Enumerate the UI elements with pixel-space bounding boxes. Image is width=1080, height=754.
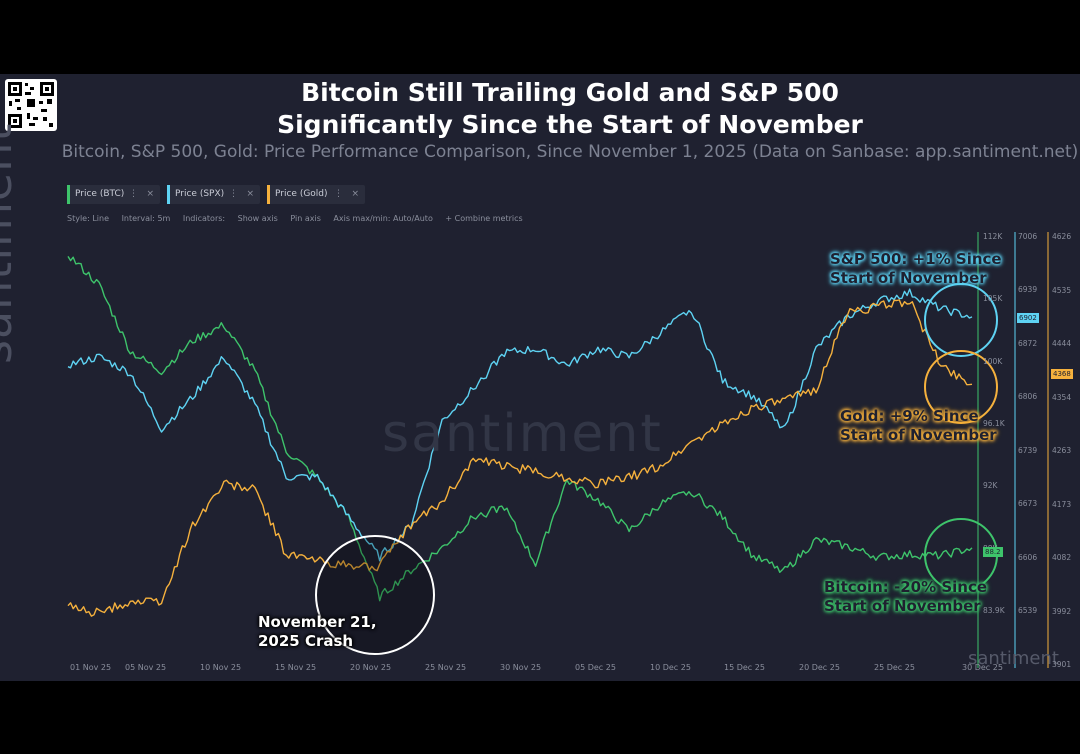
spx-color-bar	[167, 185, 170, 204]
spx-price-badge: 6902	[1017, 313, 1039, 323]
series-layer	[67, 256, 973, 617]
btc-y-tick-label: 92K	[983, 481, 998, 491]
spx-y-tick-label: 6606	[1018, 552, 1038, 562]
gold-highlight-circle	[924, 350, 998, 424]
x-tick-label: 15 Dec 25	[724, 663, 765, 672]
tab-label: Price (SPX)	[175, 189, 225, 199]
interval-select[interactable]: Interval: 5m	[121, 214, 171, 223]
btc-price-badge: 88.2	[983, 547, 1003, 557]
gold-y-tick-label: 4626	[1052, 232, 1072, 241]
x-tick-label: 20 Dec 25	[799, 663, 840, 672]
menu-dots-icon[interactable]: ⋮	[229, 189, 238, 199]
pin-axis-toggle[interactable]: Pin axis	[290, 214, 321, 223]
style-select[interactable]: Style: Line	[67, 214, 110, 223]
spx-y-tick-label: 6806	[1018, 392, 1038, 402]
menu-dots-icon[interactable]: ⋮	[334, 189, 343, 199]
btc-y-tick-label: 112K	[983, 232, 1003, 241]
tab-price-btc[interactable]: Price (BTC) ⋮ ×	[67, 185, 160, 204]
chart-title-line1: Bitcoin Still Trailing Gold and S&P 500	[301, 78, 839, 107]
x-tick-label: 10 Dec 25	[650, 663, 691, 672]
watermark-vertical: santiment	[0, 122, 22, 364]
price-gold-line	[67, 299, 973, 617]
chart-subtitle: Bitcoin, S&P 500, Gold: Price Performanc…	[61, 142, 1079, 162]
btc-y-tick-label: 83.9K	[983, 606, 1005, 615]
tab-price-gold[interactable]: Price (Gold) ⋮ ×	[267, 185, 365, 204]
annotation-gold: Gold: +9% Since Start of November	[840, 407, 997, 445]
annotation-crash: November 21, 2025 Crash	[258, 613, 377, 651]
btc-color-bar	[67, 185, 70, 204]
watermark-bottom-right: santiment	[968, 648, 1059, 669]
price-spx-line	[67, 288, 973, 562]
x-tick-label: 20 Nov 25	[350, 663, 392, 672]
x-tick-label: 25 Nov 25	[425, 663, 467, 672]
x-tick-label: 25 Dec 25	[874, 663, 915, 672]
indicators-select[interactable]: Indicators:	[182, 214, 226, 223]
spx-highlight-circle	[924, 283, 998, 357]
annotation-line: Start of November	[830, 269, 987, 287]
annotation-line: Gold: +9% Since	[840, 407, 979, 425]
annotation-spx: S&P 500: +1% Since Start of November	[830, 250, 1002, 288]
x-tick-label: 01 Nov 25	[70, 663, 112, 672]
show-axis-toggle[interactable]: Show axis	[237, 214, 278, 223]
x-tick-label: 10 Nov 25	[200, 663, 242, 672]
btc-y-tick-label: 96.1K	[983, 419, 1005, 428]
gold-y-tick-label: 3992	[1052, 606, 1072, 616]
annotation-line: S&P 500: +1% Since	[830, 250, 1002, 268]
annotation-line: Bitcoin: -20% Since	[824, 578, 988, 596]
annotation-line: Start of November	[824, 597, 981, 615]
x-tick-label: 30 Dec 25	[962, 663, 1003, 672]
gold-y-tick-label: 4173	[1052, 499, 1072, 509]
gold-y-tick-label: 4263	[1052, 446, 1072, 455]
spx-y-tick-label: 7006	[1018, 232, 1038, 241]
x-tick-label: 05 Nov 25	[125, 663, 167, 672]
chart-title-line2: Significantly Since the Start of Novembe…	[277, 110, 863, 139]
close-icon[interactable]: ×	[146, 189, 154, 199]
chart-frame: Bitcoin Still Trailing Gold and S&P 500 …	[0, 74, 1080, 681]
close-icon[interactable]: ×	[246, 189, 254, 199]
spx-y-tick-label: 6539	[1018, 606, 1038, 615]
btc-y-tick-label: 100K	[983, 356, 1003, 366]
combine-metrics-button[interactable]: + Combine metrics	[445, 214, 523, 223]
price-btc-line	[67, 256, 973, 602]
qr-code-icon	[5, 79, 57, 131]
menu-dots-icon[interactable]: ⋮	[129, 189, 138, 199]
spx-y-tick-label: 6673	[1018, 499, 1038, 509]
chart-toolbar: Style: Line Interval: 5m Indicators: Sho…	[67, 214, 533, 223]
spx-y-tick-label: 6872	[1018, 338, 1038, 348]
annotation-line: November 21,	[258, 613, 377, 631]
annotation-btc: Bitcoin: -20% Since Start of November	[824, 578, 987, 616]
btc-y-tick-label: 105K	[983, 294, 1003, 304]
close-icon[interactable]: ×	[351, 189, 359, 199]
x-tick-label: 30 Nov 25	[500, 663, 542, 672]
chart-canvas	[67, 232, 1049, 668]
gold-y-tick-label: 4535	[1052, 285, 1072, 295]
x-tick-label: 15 Nov 25	[275, 663, 317, 672]
gold-y-tick-label: 4444	[1052, 339, 1072, 348]
annotation-line: 2025 Crash	[258, 632, 354, 650]
gold-price-badge: 4368	[1051, 369, 1073, 379]
gold-y-tick-label: 4082	[1052, 553, 1072, 562]
tab-label: Price (Gold)	[275, 189, 328, 199]
tab-label: Price (BTC)	[75, 189, 125, 199]
x-tick-label: 05 Dec 25	[575, 663, 616, 672]
spx-y-tick-label: 6739	[1018, 445, 1038, 455]
gold-color-bar	[267, 185, 270, 204]
axis-minmax-select[interactable]: Axis max/min: Auto/Auto	[333, 214, 433, 223]
crash-circle	[315, 535, 435, 655]
watermark-center: santiment	[382, 404, 663, 464]
gold-y-tick-label: 3901	[1052, 660, 1072, 669]
gold-y-tick-label: 4354	[1052, 392, 1072, 402]
annotation-line: Start of November	[840, 426, 997, 444]
spx-y-tick-label: 6939	[1018, 285, 1038, 295]
tab-price-spx[interactable]: Price (SPX) ⋮ ×	[167, 185, 260, 204]
